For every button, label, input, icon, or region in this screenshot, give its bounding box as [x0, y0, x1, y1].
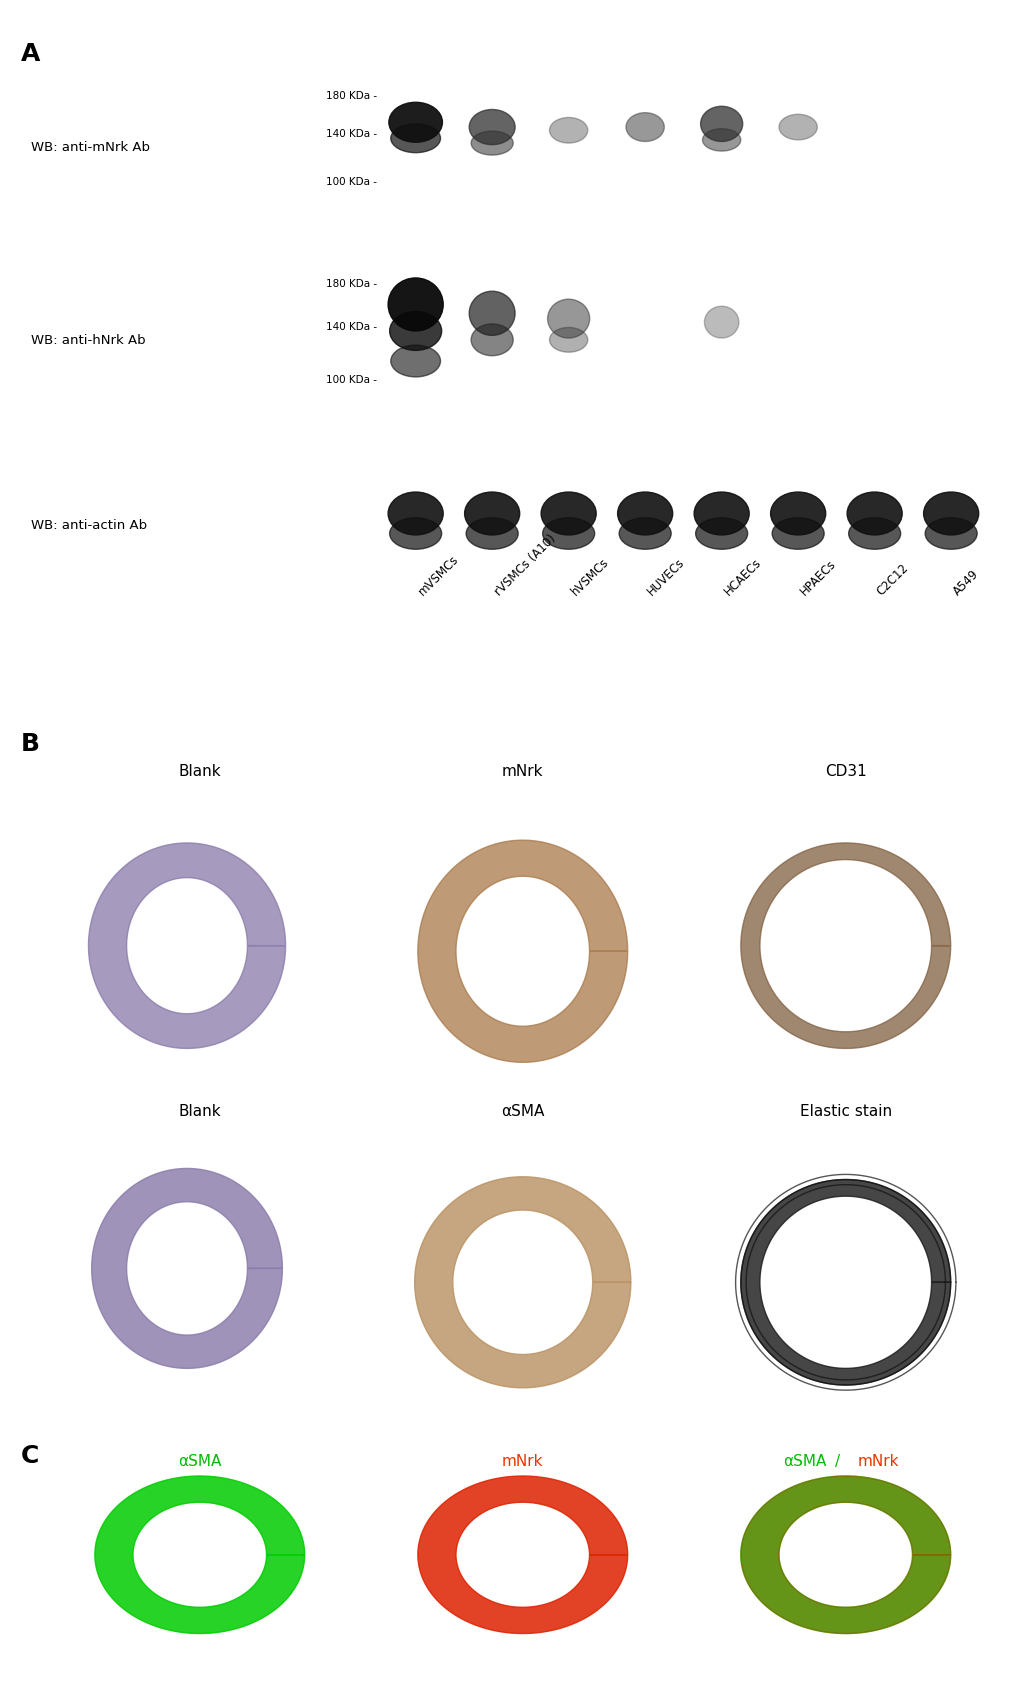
Ellipse shape — [389, 313, 441, 352]
Polygon shape — [740, 1477, 950, 1633]
Ellipse shape — [390, 124, 440, 153]
Text: mVSMCs: mVSMCs — [416, 552, 461, 597]
Ellipse shape — [466, 518, 518, 550]
Text: αSMA: αSMA — [178, 1453, 221, 1468]
Polygon shape — [418, 1477, 627, 1633]
Ellipse shape — [390, 346, 440, 378]
Text: 180 KDa -: 180 KDa - — [326, 279, 377, 289]
Text: WB: anti-hNrk Ab: WB: anti-hNrk Ab — [31, 335, 145, 346]
Text: 100 KDa -: 100 KDa - — [326, 177, 377, 187]
Ellipse shape — [618, 493, 673, 535]
Ellipse shape — [770, 493, 825, 535]
Ellipse shape — [388, 103, 442, 143]
Polygon shape — [92, 1169, 282, 1369]
Text: mNrk: mNrk — [857, 1453, 899, 1468]
Ellipse shape — [848, 518, 900, 550]
Ellipse shape — [547, 299, 589, 338]
Polygon shape — [89, 843, 285, 1050]
Ellipse shape — [619, 518, 671, 550]
Ellipse shape — [702, 130, 740, 151]
Text: A549: A549 — [951, 567, 981, 597]
Polygon shape — [740, 843, 950, 1050]
Ellipse shape — [388, 493, 443, 535]
Text: HCAECs: HCAECs — [721, 555, 763, 597]
Ellipse shape — [542, 518, 594, 550]
Text: Blank: Blank — [178, 764, 221, 779]
Ellipse shape — [924, 518, 976, 550]
Ellipse shape — [388, 279, 443, 331]
Text: A: A — [20, 42, 40, 66]
Ellipse shape — [549, 118, 587, 145]
Text: C: C — [20, 1443, 39, 1467]
Ellipse shape — [471, 325, 513, 357]
Ellipse shape — [779, 116, 816, 141]
Text: WB: anti-mNrk Ab: WB: anti-mNrk Ab — [31, 141, 150, 153]
Text: B: B — [20, 732, 40, 755]
Text: C2C12: C2C12 — [874, 562, 911, 597]
Text: 180 KDa -: 180 KDa - — [326, 91, 377, 101]
Text: mNrk: mNrk — [501, 1453, 543, 1468]
Ellipse shape — [626, 114, 663, 143]
Text: Elastic stain: Elastic stain — [799, 1103, 891, 1119]
Ellipse shape — [693, 493, 748, 535]
Text: 100 KDa -: 100 KDa - — [326, 375, 377, 385]
Ellipse shape — [700, 108, 742, 143]
Text: αSMA: αSMA — [783, 1453, 825, 1468]
Text: CD31: CD31 — [824, 764, 866, 779]
Ellipse shape — [923, 493, 978, 535]
Ellipse shape — [469, 111, 515, 146]
Polygon shape — [740, 1179, 950, 1386]
Ellipse shape — [771, 518, 823, 550]
Polygon shape — [418, 841, 627, 1063]
Text: HPAECs: HPAECs — [797, 557, 839, 597]
Ellipse shape — [704, 308, 738, 338]
Ellipse shape — [469, 293, 515, 336]
Polygon shape — [95, 1477, 305, 1633]
Text: rVSMCs (A10): rVSMCs (A10) — [492, 532, 557, 597]
Text: /: / — [835, 1453, 840, 1468]
Text: 140 KDa -: 140 KDa - — [326, 321, 377, 331]
Polygon shape — [415, 1177, 630, 1388]
Ellipse shape — [541, 493, 595, 535]
Ellipse shape — [471, 131, 513, 156]
Text: mNrk: mNrk — [501, 764, 543, 779]
Text: 140 KDa -: 140 KDa - — [326, 130, 377, 140]
Text: αSMA: αSMA — [500, 1103, 544, 1119]
Polygon shape — [740, 1477, 950, 1633]
Ellipse shape — [695, 518, 747, 550]
Ellipse shape — [389, 518, 441, 550]
Text: HUVECs: HUVECs — [644, 555, 687, 597]
Text: WB: anti-actin Ab: WB: anti-actin Ab — [31, 520, 147, 532]
Ellipse shape — [549, 328, 587, 353]
Ellipse shape — [846, 493, 902, 535]
Ellipse shape — [465, 493, 520, 535]
Text: Blank: Blank — [178, 1103, 221, 1119]
Text: hVSMCs: hVSMCs — [569, 555, 610, 597]
